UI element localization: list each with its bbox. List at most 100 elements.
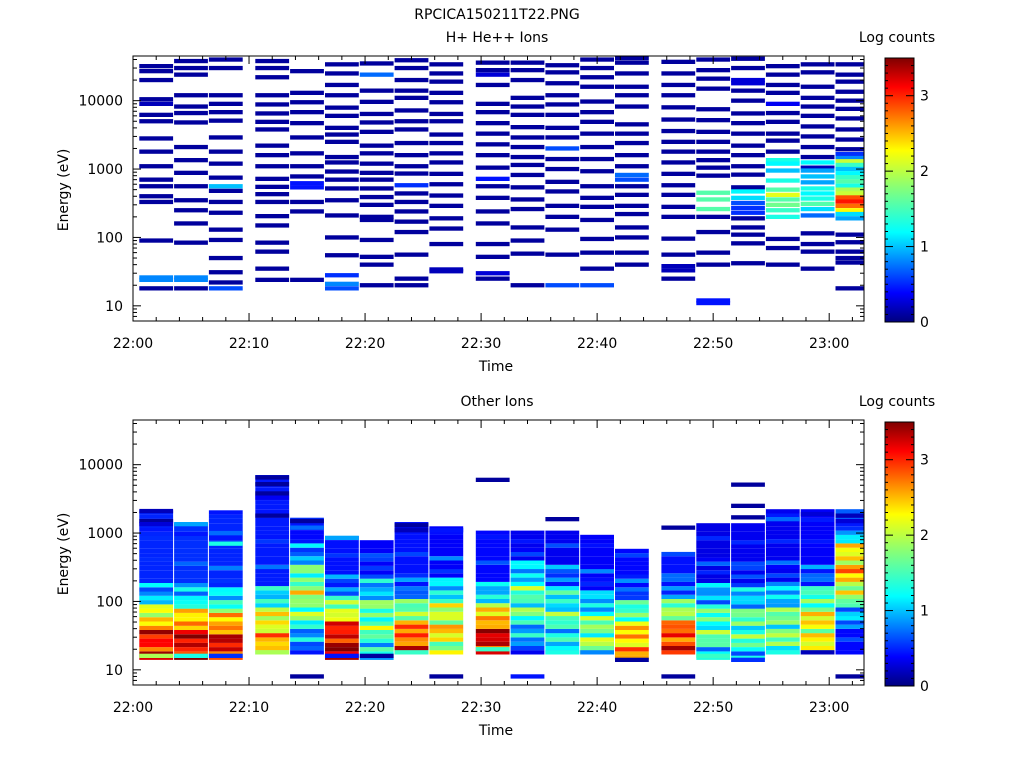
- heatmap-cell: [615, 651, 649, 656]
- heatmap-cell: [696, 536, 731, 541]
- heatmap-cell: [475, 276, 510, 281]
- heatmap-cell: [359, 651, 394, 656]
- x-tick-label: 22:00: [113, 336, 153, 352]
- heatmap-cell: [696, 158, 731, 163]
- heatmap-cell: [208, 527, 243, 532]
- heatmap-cell: [325, 617, 359, 622]
- heatmap-cell: [429, 71, 464, 76]
- heatmap-cell: [661, 171, 696, 176]
- heatmap-cell: [510, 197, 545, 202]
- heatmap-cell: [696, 591, 731, 596]
- heatmap-cell: [615, 612, 649, 618]
- heatmap-cell: [325, 544, 359, 549]
- heatmap-cell: [661, 637, 696, 642]
- heatmap-cell: [731, 131, 765, 136]
- heatmap-cell: [800, 191, 835, 196]
- heatmap-cell: [208, 578, 243, 583]
- heatmap-cell: [545, 598, 580, 604]
- heatmap-cell: [394, 95, 429, 100]
- heatmap-cell: [208, 625, 243, 630]
- heatmap-cell: [174, 170, 208, 175]
- heatmap-cell: [580, 556, 614, 561]
- heatmap-cell: [731, 531, 765, 536]
- heatmap-cell: [835, 633, 864, 638]
- heatmap-cell: [696, 642, 731, 648]
- heatmap-cell: [325, 125, 359, 130]
- heatmap-cell: [731, 98, 765, 103]
- heatmap-cell: [835, 106, 864, 111]
- heatmap-cell: [394, 252, 429, 257]
- heatmap-cell: [615, 203, 649, 208]
- heatmap-cell: [174, 110, 208, 116]
- heatmap-cell: [696, 617, 731, 622]
- heatmap-cell: [139, 536, 174, 541]
- heatmap-cell: [208, 93, 243, 98]
- heatmap-cell: [139, 77, 174, 83]
- heatmap-cell: [545, 189, 580, 194]
- heatmap-cell: [174, 198, 208, 203]
- heatmap-cell: [174, 570, 208, 575]
- heatmap-cell: [661, 598, 696, 604]
- heatmap-cell: [394, 603, 429, 608]
- heatmap-cell: [580, 624, 614, 629]
- heatmap-cell: [255, 569, 290, 574]
- heatmap-cell: [394, 523, 429, 528]
- heatmap-cell: [429, 616, 464, 621]
- heatmap-cell: [731, 172, 765, 177]
- heatmap-cell: [139, 544, 174, 549]
- heatmap-cell: [661, 590, 696, 595]
- heatmap-cell: [696, 651, 731, 656]
- heatmap-cell: [139, 277, 174, 282]
- heatmap-cell: [255, 504, 290, 510]
- heatmap-cell: [580, 616, 614, 621]
- heatmap-cell: [765, 509, 800, 514]
- heatmap-cell: [545, 125, 580, 130]
- heatmap-cell: [765, 624, 800, 629]
- heatmap-cell: [696, 300, 731, 306]
- heatmap-cell: [510, 620, 545, 625]
- heatmap-cell: [290, 624, 324, 629]
- heatmap-cell: [615, 192, 649, 197]
- heatmap-cell: [139, 518, 174, 524]
- heatmap-cell: [139, 638, 174, 643]
- heatmap-cell: [475, 581, 510, 587]
- heatmap-cell: [325, 273, 359, 278]
- heatmap-cell: [731, 540, 765, 545]
- heatmap-cell: [394, 140, 429, 146]
- heatmap-cell: [174, 158, 208, 163]
- heatmap-cell: [765, 590, 800, 595]
- heatmap-cell: [208, 161, 243, 166]
- heatmap-cell: [475, 176, 510, 181]
- heatmap-cell: [174, 647, 208, 652]
- heatmap-cell: [325, 535, 359, 540]
- heatmap-cell: [765, 214, 800, 219]
- heatmap-cell: [359, 61, 394, 66]
- heatmap-cell: [765, 119, 800, 124]
- heatmap-cell: [255, 650, 290, 655]
- heatmap-cell: [208, 638, 243, 643]
- heatmap-cell: [359, 612, 394, 618]
- heatmap-cell: [615, 55, 649, 61]
- heatmap-cell: [510, 551, 545, 557]
- heatmap-cell: [325, 93, 359, 98]
- heatmap-cell: [429, 539, 464, 544]
- x-tick-label: 22:10: [229, 336, 269, 352]
- heatmap-cell: [835, 127, 864, 132]
- heatmap-cell: [475, 603, 510, 608]
- heatmap-cell: [174, 120, 208, 125]
- heatmap-cell: [359, 111, 394, 117]
- heatmap-cell: [731, 77, 765, 83]
- heatmap-cell: [208, 570, 243, 575]
- heatmap-cell: [510, 607, 545, 612]
- heatmap-cell: [545, 650, 580, 655]
- heatmap-cell: [429, 594, 464, 599]
- heatmap-cell: [394, 611, 429, 617]
- heatmap-cell: [696, 523, 731, 528]
- heatmap-cell: [615, 617, 649, 622]
- heatmap-cell: [545, 556, 580, 561]
- heatmap-cell: [174, 612, 208, 618]
- heatmap-cell: [731, 216, 765, 221]
- heatmap-cell: [545, 547, 580, 552]
- heatmap-cell: [394, 88, 429, 93]
